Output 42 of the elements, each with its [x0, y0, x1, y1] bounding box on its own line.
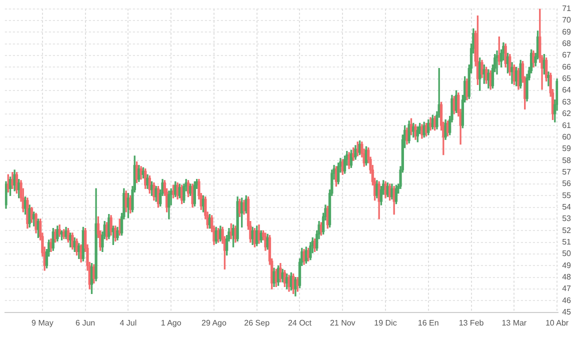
y-tick-label: 65: [562, 74, 572, 84]
x-tick-label: 13 Mar: [502, 318, 527, 328]
x-tick-label: 29 Ago: [202, 318, 227, 328]
y-tick-label: 69: [562, 27, 572, 36]
y-tick-label: 59: [562, 144, 572, 154]
y-tick-label: 57: [562, 167, 572, 176]
x-tick-label: 26 Sep: [244, 318, 270, 328]
y-tick-label: 62: [562, 109, 572, 118]
x-tick-label: 21 Nov: [330, 318, 356, 328]
y-tick-label: 66: [562, 62, 572, 72]
y-tick-label: 70: [562, 16, 572, 25]
y-tick-label: 52: [562, 226, 572, 235]
y-tick-label: 46: [562, 296, 572, 305]
x-tick-label: 1 Ago: [160, 318, 182, 328]
y-tick-label: 61: [562, 120, 572, 130]
y-tick-label: 71: [562, 4, 572, 14]
y-tick-label: 64: [562, 86, 572, 95]
y-tick-label: 68: [562, 39, 572, 48]
candlestick: [496, 50, 498, 75]
y-tick-label: 53: [562, 214, 572, 224]
y-tick-label: 54: [562, 202, 572, 212]
x-tick-label: 4 Jul: [120, 318, 137, 328]
y-tick-label: 63: [562, 97, 572, 106]
y-tick-label: 47: [562, 284, 572, 294]
x-tick-label: 10 Abr: [545, 318, 569, 328]
y-tick-label: 45: [562, 308, 572, 317]
y-tick-label: 48: [562, 272, 572, 282]
x-tick-label: 24 Oct: [288, 318, 312, 328]
x-tick-label: 13 Feb: [458, 318, 484, 328]
x-tick-label: 9 May: [32, 318, 54, 328]
y-tick-label: 67: [562, 50, 572, 60]
y-tick-label: 56: [562, 179, 572, 188]
y-tick-label: 55: [562, 190, 572, 200]
candlestick: [547, 72, 550, 86]
y-tick-label: 51: [562, 238, 572, 247]
x-tick-label: 6 Jun: [76, 318, 96, 328]
x-tick-label: 16 En: [418, 318, 439, 328]
x-tick-label: 19 Dic: [374, 318, 397, 328]
y-tick-label: 60: [562, 132, 572, 142]
y-tick-label: 49: [562, 260, 572, 270]
y-tick-label: 58: [562, 156, 572, 165]
y-tick-label: 50: [562, 249, 572, 258]
